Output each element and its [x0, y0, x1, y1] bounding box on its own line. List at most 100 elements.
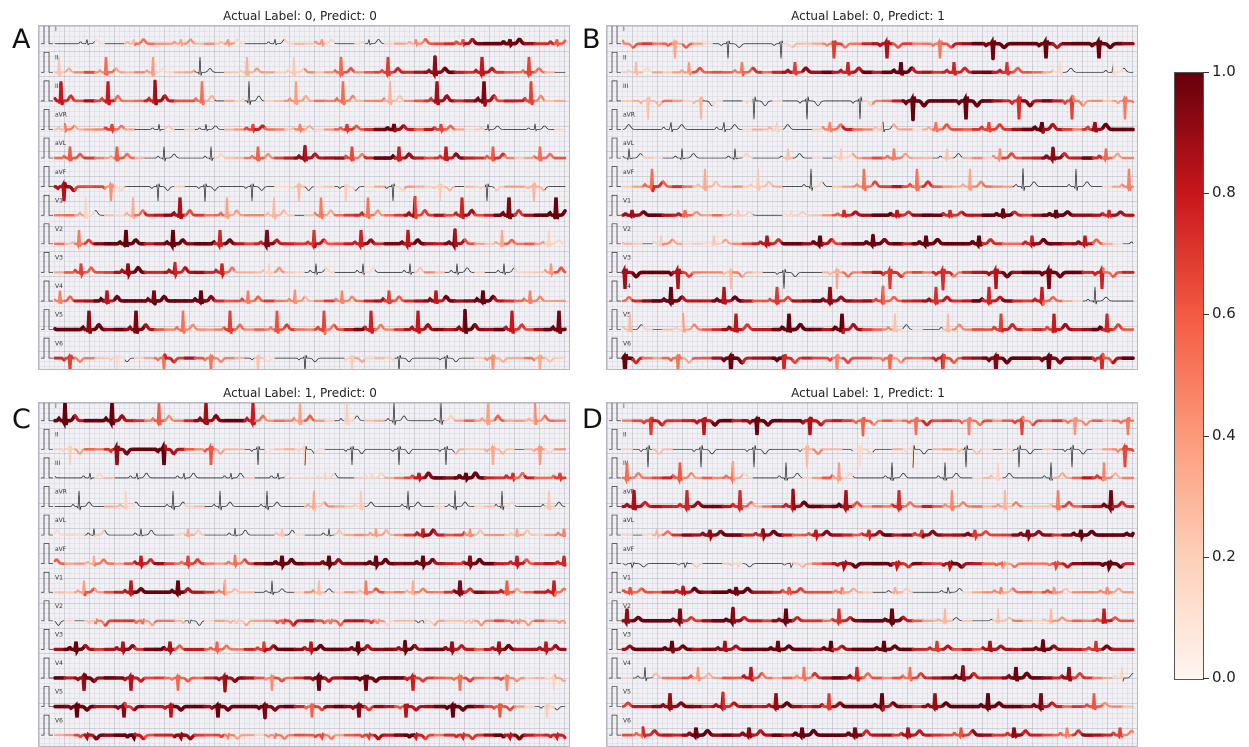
ecg-trace-segment [425, 735, 435, 738]
ecg-trace-segment [1073, 97, 1083, 106]
ecg-trace-segment [993, 504, 1003, 506]
ecg-trace-segment [465, 735, 475, 738]
ecg-trace-segment [933, 287, 943, 304]
ecg-trace-segment [285, 473, 295, 478]
ecg-trace-segment [1043, 564, 1053, 565]
ecg-trace-segment [405, 264, 415, 275]
ecg-trace-segment [1053, 149, 1063, 159]
ecg-trace-segment [455, 264, 465, 275]
ecg-trace-segment [1053, 473, 1063, 478]
ecg-trace-segment [505, 311, 515, 334]
calibration-pulse [41, 81, 53, 101]
ecg-trace-segment [783, 462, 793, 480]
ecg-trace-segment [1003, 300, 1013, 301]
ecg-trace-segment [1003, 618, 1013, 621]
ecg-trace-segment [505, 646, 515, 650]
ecg-trace-segment [415, 621, 425, 624]
ecg-trace-segment [1063, 184, 1073, 186]
ecg-trace-segment [355, 642, 365, 651]
calibration-pulse [41, 544, 53, 564]
calibration-pulse [609, 52, 621, 72]
ecg-trace-segment [743, 502, 753, 506]
ecg-trace-segment [893, 210, 903, 216]
ecg-trace-segment [85, 529, 95, 536]
ecg-trace-segment [643, 533, 653, 535]
ecg-trace-segment [643, 243, 653, 244]
ecg-trace-segment [823, 122, 833, 132]
ecg-trace-segment [145, 735, 155, 737]
ecg-trace-segment [743, 212, 753, 215]
ecg-trace-segment [813, 673, 823, 678]
ecg-trace-segment [185, 211, 195, 216]
ecg-trace-segment [993, 41, 1003, 59]
calibration-pulse [609, 658, 621, 678]
ecg-trace-segment [405, 704, 415, 718]
ecg-trace-segment [325, 241, 335, 244]
ecg-trace-segment [743, 667, 753, 681]
ecg-trace-segment [923, 44, 933, 46]
ecg-trace-segment [455, 675, 465, 691]
ecg-trace-segment [803, 667, 813, 681]
ecg-trace-segment [763, 449, 773, 454]
ecg-trace-segment [1013, 728, 1023, 737]
ecg-trace-segment [355, 126, 365, 129]
ecg-trace-segment [525, 57, 535, 76]
lead-label: II [623, 54, 627, 61]
ecg-trace-segment [1123, 169, 1133, 191]
ecg-trace-segment [285, 128, 295, 129]
ecg-trace-segment [1003, 563, 1013, 568]
ecg-trace-segment [225, 621, 235, 623]
ecg-trace-segment [505, 449, 515, 451]
ecg-trace-segment [305, 591, 315, 593]
ecg-trace-segment [1093, 476, 1103, 480]
ecg-trace-segment [693, 564, 703, 567]
ecg-trace-segment [993, 563, 1003, 567]
ecg-trace-segment [165, 642, 175, 651]
ecg-trace-segment [993, 587, 1003, 593]
ecg-trace-segment [933, 619, 943, 621]
ecg-trace-segment [525, 530, 535, 535]
ecg-trace-segment [485, 96, 495, 105]
ecg-trace-segment [305, 416, 315, 421]
ecg-trace-segment [793, 490, 803, 510]
ecg-trace-segment [1103, 490, 1113, 510]
ecg-trace-segment [1053, 297, 1063, 301]
ecg-trace-segment [305, 297, 315, 301]
ecg-trace-segment [633, 589, 643, 593]
ecg-trace-segment [843, 490, 853, 510]
ecg-trace-segment [335, 128, 345, 130]
ecg-trace-segment [135, 268, 145, 273]
lead-label: I [623, 26, 625, 33]
ecg-trace-segment [1083, 101, 1093, 106]
ecg-trace-segment [963, 97, 973, 120]
panel-b-letter: B [582, 26, 601, 53]
ecg-trace-segment [235, 40, 245, 44]
ecg-trace-segment [225, 734, 235, 737]
ecg-trace-segment [365, 449, 375, 450]
ecg-trace-segment [753, 445, 763, 467]
lead-label: V3 [623, 255, 631, 262]
ecg-trace-segment [973, 530, 983, 537]
ecg-trace-segment [275, 211, 285, 219]
ecg-trace-segment [405, 491, 415, 510]
ecg-trace-segment [285, 57, 295, 76]
ecg-trace-segment [733, 62, 743, 75]
ecg-trace-segment [683, 126, 693, 130]
ecg-trace-segment [943, 314, 953, 333]
colorbar-tick-label: 0.2 [1212, 549, 1236, 564]
ecg-trace-segment [643, 564, 653, 567]
calibration-pulse [609, 109, 621, 129]
ecg-trace-segment [793, 676, 803, 678]
ecg-trace-segment [225, 646, 235, 650]
ecg-trace-segment [983, 184, 993, 187]
ecg-trace-segment [205, 297, 215, 301]
ecg-trace-segment [515, 506, 525, 507]
ecg-trace-segment [723, 122, 733, 132]
ecg-trace-segment [963, 667, 973, 681]
ecg-trace-segment [335, 449, 345, 450]
ecg-trace-segment [663, 101, 673, 102]
ecg-trace-segment [893, 563, 903, 568]
lead-label: V2 [55, 603, 63, 610]
ecg-trace-segment [713, 693, 723, 708]
ecg-trace-segment [943, 490, 953, 510]
